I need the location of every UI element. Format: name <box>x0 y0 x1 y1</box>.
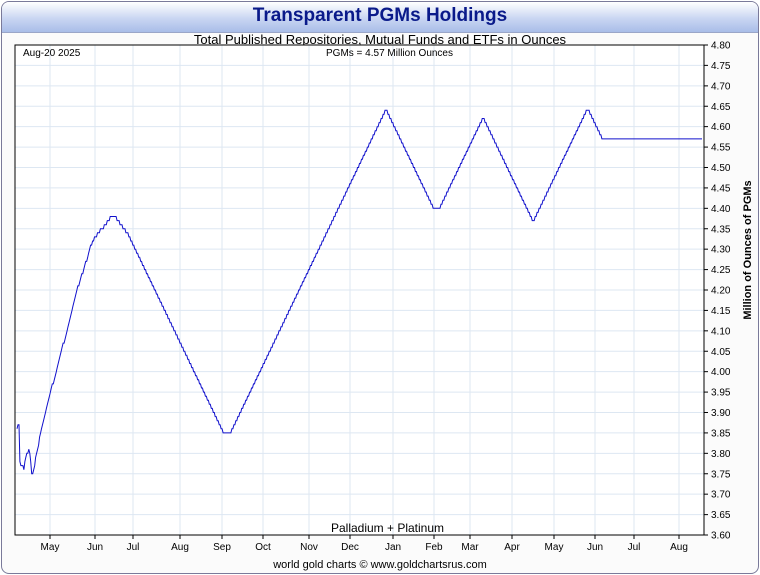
y-tick-label: 4.15 <box>711 306 731 317</box>
y-tick-label: 3.90 <box>711 408 731 419</box>
y-tick-label: 4.75 <box>711 61 731 72</box>
x-tick-label: Jul <box>628 542 641 553</box>
footer-credit: world gold charts © www.goldchartsrus.co… <box>273 559 487 571</box>
date-label: Aug-20 2025 <box>23 48 81 59</box>
chart-title: Transparent PGMs Holdings <box>252 5 508 26</box>
series-line <box>16 109 702 475</box>
current-value-label: PGMs = 4.57 Million Ounces <box>326 48 453 59</box>
x-tick-label: Jan <box>385 542 401 553</box>
x-tick-label: Jul <box>127 542 140 553</box>
x-tick-label: Oct <box>255 542 271 553</box>
plot-border <box>14 44 705 536</box>
chart-subtitle: Total Published Repositories, Mutual Fun… <box>193 32 567 47</box>
y-tick-label: 4.05 <box>711 347 731 358</box>
x-tick-label: May <box>545 542 564 553</box>
y-tick-label: 4.40 <box>711 204 731 215</box>
y-tick-label: 4.80 <box>711 41 731 52</box>
x-tick-label: Aug <box>171 542 189 553</box>
y-tick-label: 3.95 <box>711 388 731 399</box>
series-label: Palladium + Platinum <box>331 521 444 535</box>
y-tick-label: 3.80 <box>711 449 731 460</box>
x-tick-label: Dec <box>341 542 359 553</box>
y-tick-label: 4.70 <box>711 81 731 92</box>
x-tick-label: May <box>41 542 60 553</box>
x-tick-label: Jun <box>587 542 603 553</box>
title-bar <box>2 2 758 33</box>
y-tick-label: 4.10 <box>711 326 731 337</box>
y-tick-label: 4.65 <box>711 102 731 113</box>
y-tick-label: 3.65 <box>711 510 731 521</box>
y-tick-label: 4.00 <box>711 367 731 378</box>
x-tick-label: Aug <box>670 542 688 553</box>
x-tick-label: Feb <box>425 542 443 553</box>
x-tick-label: Mar <box>461 542 479 553</box>
y-tick-label: 4.30 <box>711 245 731 256</box>
y-tick-label: 3.75 <box>711 469 731 480</box>
y-tick-label: 4.55 <box>711 143 731 154</box>
y-tick-label: 4.45 <box>711 183 731 194</box>
y-tick-label: 4.60 <box>711 122 731 133</box>
x-tick-label: Nov <box>300 542 318 553</box>
y-tick-label: 4.35 <box>711 224 731 235</box>
y-tick-label: 3.60 <box>711 531 731 542</box>
y-tick-label: 3.85 <box>711 428 731 439</box>
y-tick-label: 4.25 <box>711 265 731 276</box>
x-tick-label: Jun <box>87 542 103 553</box>
y-axis-label: Million of Ounces of PGMs <box>742 180 754 319</box>
x-tick-label: Sep <box>213 542 231 553</box>
y-tick-label: 4.20 <box>711 286 731 297</box>
y-tick-label: 3.70 <box>711 490 731 501</box>
x-tick-label: Apr <box>504 542 520 553</box>
y-tick-label: 4.50 <box>711 163 731 174</box>
